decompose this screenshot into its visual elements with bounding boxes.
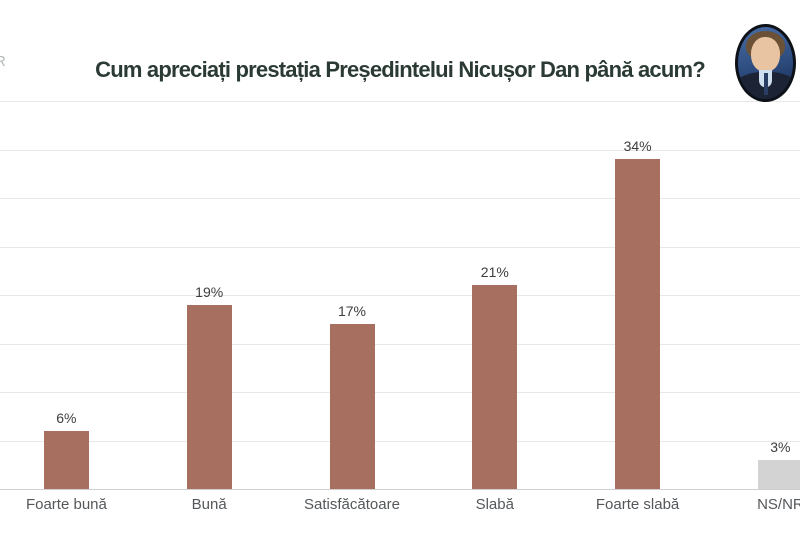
bar <box>186 304 232 489</box>
bar <box>615 159 661 489</box>
bar-value-label: 21% <box>480 264 509 281</box>
avatar-tie <box>763 73 768 95</box>
bar-value-label: 3% <box>770 438 791 455</box>
gridline <box>0 149 800 151</box>
bar-value-label: 34% <box>623 138 652 155</box>
category-label: Satisfăcătoare <box>304 496 400 513</box>
bar-value-label: 6% <box>56 409 77 426</box>
category-label: Foarte slabă <box>595 496 680 513</box>
bar <box>472 285 518 489</box>
category-label: Foarte bună <box>25 496 107 513</box>
bar-value-label: 19% <box>195 283 224 300</box>
bar <box>43 430 89 489</box>
nicusor-dan-avatar <box>735 24 796 102</box>
bar-value-label: 17% <box>337 303 367 320</box>
page-title: Cum apreciați prestația Președintelui Ni… <box>95 57 706 82</box>
gridline <box>0 295 800 296</box>
category-label: NS/NR <box>757 496 800 513</box>
avatar-face <box>751 37 780 72</box>
gridline <box>0 392 800 393</box>
bar <box>757 459 800 489</box>
x-axis-line <box>0 489 800 490</box>
gridline <box>0 440 800 442</box>
gridline <box>0 198 800 199</box>
category-label: Slabă <box>475 496 514 513</box>
gridline <box>0 343 800 345</box>
category-label: Bună <box>191 496 227 513</box>
logo-fragment: R <box>0 53 6 70</box>
gridline <box>0 246 800 248</box>
gridline <box>0 101 800 102</box>
bar <box>329 324 375 489</box>
